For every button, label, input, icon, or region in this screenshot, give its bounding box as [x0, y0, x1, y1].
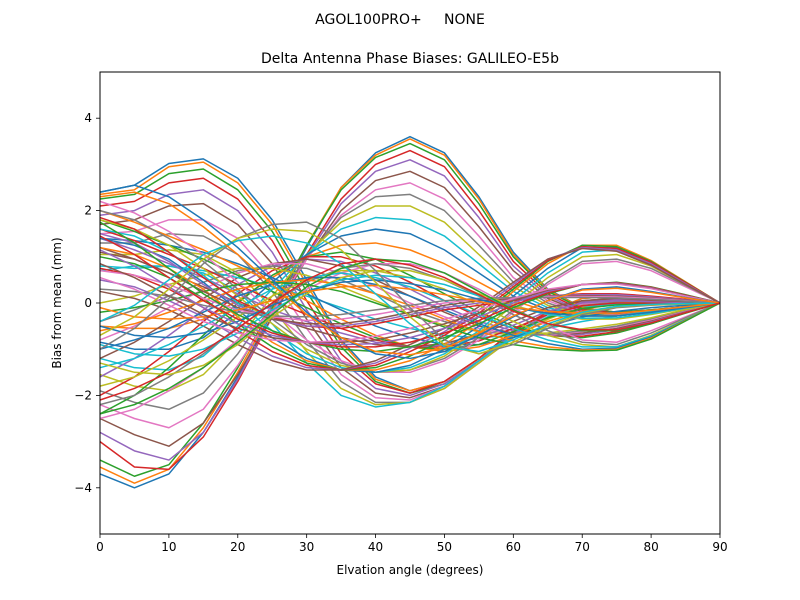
y-tick-label: 0: [84, 296, 92, 310]
chart-title: Delta Antenna Phase Biases: GALILEO-E5b: [261, 51, 559, 67]
x-axis: 0 10 20 30 40 50 60 70 80 90: [96, 534, 728, 554]
series-line-74: [99, 258, 721, 401]
x-tick-label: 50: [437, 540, 452, 554]
x-tick-label: 60: [506, 540, 521, 554]
y-axis-label: Bias from mean (mm): [50, 237, 64, 368]
x-tick-label: 30: [299, 540, 314, 554]
series-line-62: [99, 284, 721, 320]
series-line-56: [99, 251, 721, 325]
series-line-60: [99, 274, 721, 357]
series-line-5: [99, 189, 721, 397]
series-line-55: [99, 232, 721, 327]
series-line-71: [99, 184, 721, 360]
x-axis-label: Elvation angle (degrees): [337, 563, 484, 577]
series-line-23: [99, 251, 721, 415]
y-tick-label: 2: [84, 204, 92, 218]
plot-area: [99, 71, 721, 535]
x-tick-label: 80: [643, 540, 658, 554]
y-axis: −4 −2 0 2 4: [74, 111, 100, 495]
series-line-50: [99, 272, 721, 369]
series-line-72: [99, 191, 721, 356]
series-line-73: [99, 258, 721, 415]
x-tick-label: 70: [575, 540, 590, 554]
x-tick-label: 10: [161, 540, 176, 554]
series-layer: [99, 135, 721, 489]
series-line-51: [99, 276, 721, 350]
series-line-61: [99, 279, 721, 339]
series-line-41: [99, 237, 721, 374]
series-line-67: [99, 276, 721, 344]
series-line-48: [99, 262, 721, 406]
figure-suptitle: AGOL100PRO+ NONE: [315, 12, 485, 28]
series-line-58: [99, 288, 721, 318]
y-tick-label: 4: [84, 111, 92, 125]
series-line-59: [99, 269, 721, 376]
series-line-10: [99, 265, 721, 408]
y-tick-label: −4: [74, 481, 92, 495]
series-line-39: [99, 219, 721, 374]
x-tick-label: 90: [712, 540, 727, 554]
series-line-42: [99, 244, 721, 371]
x-tick-label: 20: [230, 540, 245, 554]
y-tick-label: −2: [74, 388, 92, 402]
series-line-68: [99, 221, 721, 355]
x-tick-label: 40: [368, 540, 383, 554]
series-line-70: [99, 235, 721, 353]
x-tick-label: 0: [96, 540, 104, 554]
